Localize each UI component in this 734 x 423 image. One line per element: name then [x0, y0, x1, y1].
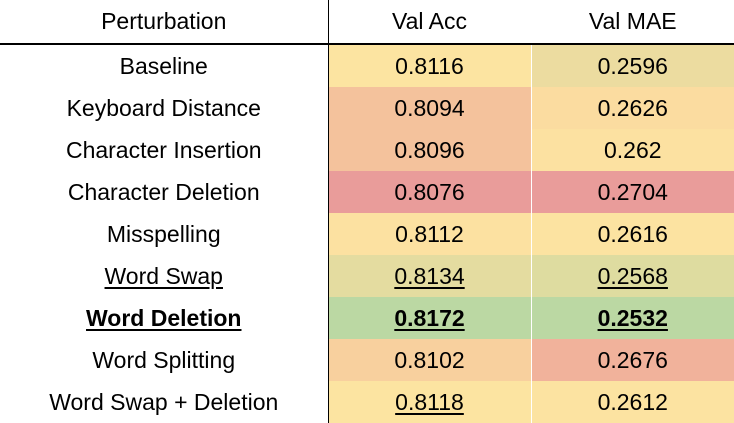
- perturbation-cell: Character Insertion: [0, 129, 328, 171]
- val-mae-cell: 0.262: [530, 129, 734, 171]
- perturbation-cell-text: Misspelling: [106, 220, 221, 247]
- header-row: Perturbation Val Acc Val MAE: [0, 0, 734, 45]
- table-row: Misspelling 0.8112 0.2616: [0, 213, 734, 255]
- val-mae-cell: 0.2612: [530, 381, 734, 423]
- perturbation-cell-text: Word Swap: [104, 262, 223, 289]
- table-row: Word Splitting 0.8102 0.2676: [0, 339, 734, 381]
- val-acc-cell: 0.8112: [327, 213, 531, 255]
- val-mae-cell-text: 0.262: [603, 136, 662, 163]
- val-mae-cell: 0.2676: [530, 339, 734, 381]
- val-acc-cell-text: 0.8094: [394, 94, 465, 121]
- header-perturbation: Perturbation: [0, 0, 328, 45]
- header-val-mae: Val MAE: [530, 0, 734, 45]
- val-acc-cell: 0.8094: [327, 87, 531, 129]
- val-acc-cell: 0.8102: [327, 339, 531, 381]
- val-acc-cell-text: 0.8172: [394, 304, 465, 331]
- val-mae-cell-text: 0.2616: [597, 220, 668, 247]
- perturbation-cell: Baseline: [0, 44, 328, 87]
- table-row: Character Insertion 0.8096 0.262: [0, 129, 734, 171]
- val-mae-cell-text: 0.2568: [597, 262, 668, 289]
- perturbation-cell-text: Keyboard Distance: [66, 94, 261, 121]
- table-row: Word Swap 0.8134 0.2568: [0, 255, 734, 297]
- perturbation-cell-text: Character Deletion: [67, 178, 260, 205]
- val-mae-cell: 0.2532: [530, 297, 734, 339]
- val-mae-cell-text: 0.2676: [597, 346, 668, 373]
- perturbation-cell: Misspelling: [0, 213, 328, 255]
- val-mae-cell: 0.2704: [530, 171, 734, 213]
- header-val-acc: Val Acc: [327, 0, 531, 45]
- val-acc-cell-text: 0.8134: [394, 262, 465, 289]
- table-row: Character Deletion 0.8076 0.2704: [0, 171, 734, 213]
- perturbation-cell-text: Word Splitting: [92, 346, 236, 373]
- perturbation-cell-text: Character Insertion: [65, 136, 262, 163]
- val-mae-cell: 0.2568: [530, 255, 734, 297]
- val-acc-cell-text: 0.8076: [394, 178, 465, 205]
- val-acc-cell-text: 0.8118: [395, 388, 464, 415]
- perturbation-cell: Word Swap + Deletion: [0, 381, 328, 423]
- table-row: Baseline 0.8116 0.2596: [0, 44, 734, 87]
- table-row: Keyboard Distance 0.8094 0.2626: [0, 87, 734, 129]
- perturbation-cell-text: Baseline: [119, 52, 208, 79]
- val-mae-cell-text: 0.2612: [597, 388, 668, 415]
- val-acc-cell: 0.8118: [327, 381, 531, 423]
- perturbation-cell: Keyboard Distance: [0, 87, 328, 129]
- perturbation-cell-text: Word Swap + Deletion: [49, 388, 279, 415]
- table-body: Baseline 0.8116 0.2596 Keyboard Distance 0.8…: [0, 44, 734, 423]
- perturbation-cell: Word Swap: [0, 255, 328, 297]
- val-mae-cell-text: 0.2704: [597, 178, 668, 205]
- val-acc-cell: 0.8096: [327, 129, 531, 171]
- perturbation-cell: Character Deletion: [0, 171, 328, 213]
- val-acc-cell: 0.8172: [327, 297, 531, 339]
- val-mae-cell-text: 0.2596: [597, 52, 668, 79]
- val-acc-cell-text: 0.8116: [395, 52, 464, 79]
- val-mae-cell-text: 0.2532: [597, 304, 668, 331]
- val-mae-cell-text: 0.2626: [597, 94, 668, 121]
- perturbation-cell: Word Deletion: [0, 297, 328, 339]
- val-acc-cell-text: 0.8096: [394, 136, 465, 163]
- val-acc-cell-text: 0.8102: [394, 346, 465, 373]
- val-acc-cell: 0.8116: [327, 44, 531, 87]
- table-row: Word Swap + Deletion 0.8118 0.2612: [0, 381, 734, 423]
- val-mae-cell: 0.2596: [530, 44, 734, 87]
- perturbation-cell-text: Word Deletion: [86, 304, 242, 331]
- val-acc-cell: 0.8076: [327, 171, 531, 213]
- val-mae-cell: 0.2626: [530, 87, 734, 129]
- val-mae-cell: 0.2616: [530, 213, 734, 255]
- val-acc-cell: 0.8134: [327, 255, 531, 297]
- perturbation-cell: Word Splitting: [0, 339, 328, 381]
- val-acc-cell-text: 0.8112: [395, 220, 464, 247]
- table-row: Word Deletion 0.8172 0.2532: [0, 297, 734, 339]
